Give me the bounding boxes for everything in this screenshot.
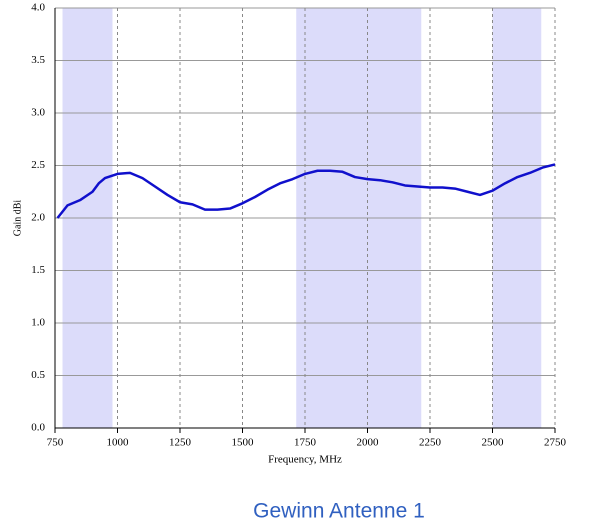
y-tick-label: 2.5 (31, 159, 45, 171)
x-tick-label: 1000 (107, 437, 130, 449)
y-tick-label: 0.5 (31, 369, 45, 381)
x-tick-label: 2250 (419, 437, 442, 449)
y-tick-label: 4.0 (31, 2, 45, 14)
y-tick-label: 0.0 (31, 422, 45, 434)
x-tick-label: 2750 (544, 437, 567, 449)
y-tick-label: 1.5 (31, 264, 45, 276)
y-tick-label: 3.5 (31, 54, 45, 66)
x-tick-label: 750 (47, 437, 64, 449)
x-tick-label: 1750 (294, 437, 317, 449)
y-tick-label: 3.0 (31, 107, 45, 119)
x-tick-label: 1250 (169, 437, 192, 449)
x-tick-label: 1500 (232, 437, 255, 449)
y-tick-label: 1.0 (31, 317, 45, 329)
x-axis-label: Frequency, MHz (268, 454, 342, 466)
chart-title: Gewinn Antenne 1 (253, 500, 425, 523)
line (56, 163, 556, 219)
x-tick-label: 2000 (357, 437, 380, 449)
x-tick-label: 2500 (482, 437, 505, 449)
y-axis-label: Gain dBi (12, 200, 23, 237)
y-tick-label: 2.0 (31, 212, 45, 224)
